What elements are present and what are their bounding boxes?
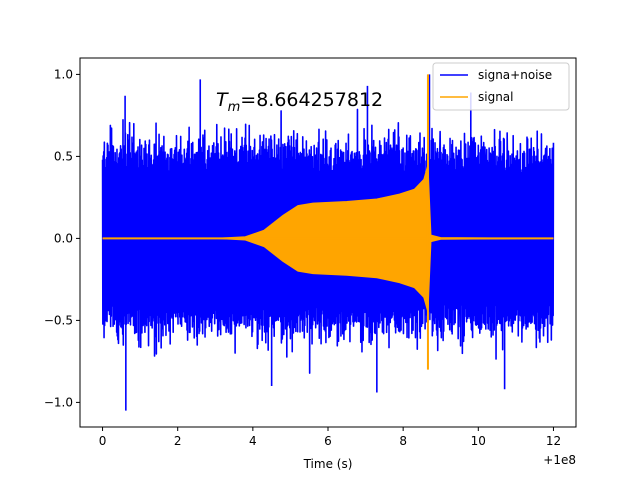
- y-tick-label: −0.5: [44, 313, 73, 327]
- annotation-value: =8.664257812: [240, 89, 383, 111]
- annotation-subscript: m: [228, 100, 241, 115]
- x-axis-label: Time (s): [303, 457, 353, 471]
- y-tick-label: 1.0: [54, 67, 73, 81]
- legend-label-signal-noise: signa+noise: [478, 68, 552, 82]
- x-tick-label: 12: [546, 434, 561, 448]
- legend-label-signal: signal: [478, 90, 514, 104]
- x-tick-label: 0: [99, 434, 107, 448]
- y-tick-label: 0.0: [54, 231, 73, 245]
- x-tick-label: 8: [399, 434, 407, 448]
- annotation-text: Tm=8.664257812: [216, 89, 383, 115]
- x-tick-label: 6: [324, 434, 332, 448]
- series-signal-noise: [101, 74, 555, 411]
- series-layer: [101, 74, 555, 411]
- y-tick-label: 0.5: [54, 149, 73, 163]
- y-tick-label: −1.0: [44, 395, 73, 409]
- x-tick-label: 4: [249, 434, 257, 448]
- x-offset-label: +1e8: [543, 453, 576, 467]
- annotation-symbol: T: [216, 89, 229, 111]
- x-tick-label: 2: [174, 434, 182, 448]
- x-tick-label: 10: [471, 434, 486, 448]
- x-axis: 0 2 4 6 8 10 12: [99, 427, 561, 448]
- y-axis: −1.0 −0.5 0.0 0.5 1.0: [44, 67, 80, 409]
- legend: signa+noise signal: [432, 62, 570, 111]
